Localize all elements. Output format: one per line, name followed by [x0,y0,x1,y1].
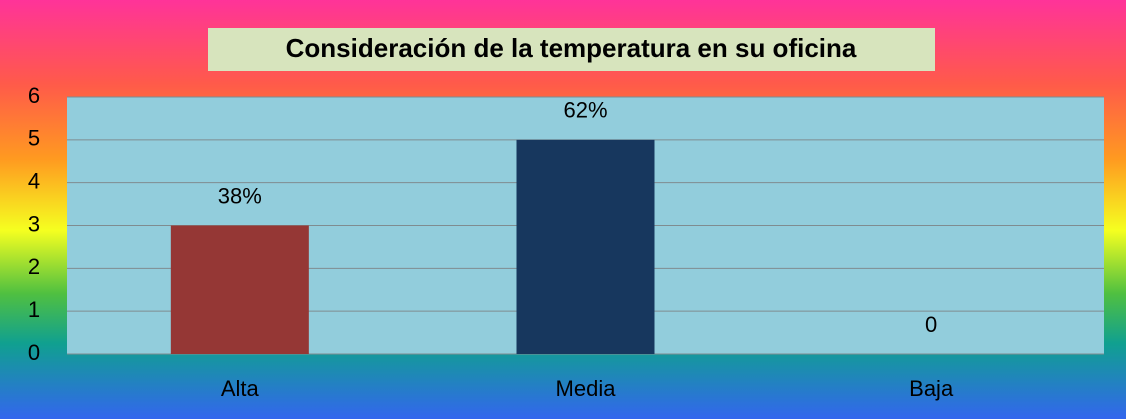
x-tick-label: Media [556,376,617,401]
y-tick-label: 2 [28,254,40,279]
y-tick-label: 6 [28,83,40,108]
data-label: 62% [563,98,607,123]
chart-title: Consideración de la temperatura en su of… [286,33,857,63]
data-label: 0 [925,312,937,337]
title-box [208,28,935,71]
bar [516,139,655,354]
x-tick-label: Baja [909,376,954,401]
x-tick-label: Alta [221,376,260,401]
y-tick-label: 5 [28,126,40,151]
data-label: 38% [218,183,262,208]
y-tick-label: 4 [28,168,40,193]
bar [170,225,309,354]
y-tick-label: 0 [28,340,40,365]
y-tick-label: 3 [28,211,40,236]
y-tick-label: 1 [28,297,40,322]
